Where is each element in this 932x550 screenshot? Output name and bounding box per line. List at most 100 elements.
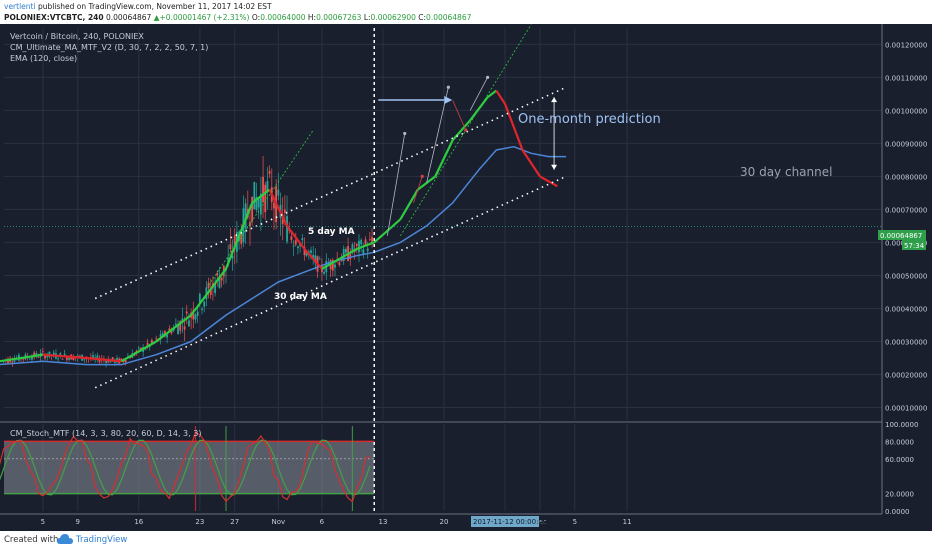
candle-body [201, 308, 203, 310]
candle-body [13, 359, 16, 362]
date-tag-box [471, 516, 539, 527]
stoch-d-line [0, 439, 371, 496]
candle-body [159, 334, 162, 340]
y-tick-label: 0.00090000 [885, 140, 927, 148]
price-change: +0.00001467 (+2.31%) [159, 13, 250, 22]
y-tick-label: 0.00020000 [885, 371, 927, 379]
candle-body [179, 321, 182, 331]
x-tick-label: 23 [195, 518, 204, 526]
candle-body [264, 184, 267, 213]
ma5-segment [155, 314, 192, 343]
countdown-tag-box [902, 240, 926, 250]
ma5-prediction-segment [521, 149, 541, 178]
ma5-segment [0, 353, 44, 363]
ma30-label: 30 day MA [274, 292, 327, 302]
candle-body [297, 246, 299, 249]
projection-arrow-tip [486, 75, 490, 79]
candle-body [137, 347, 140, 349]
candle-body [218, 278, 221, 288]
candle-body [233, 235, 236, 250]
candle-body [283, 209, 286, 213]
candle-body [368, 239, 371, 241]
candle-body [198, 293, 201, 303]
candle-body [251, 196, 254, 222]
candle-body [65, 356, 68, 360]
candle-body [155, 338, 158, 340]
ma5-prediction-segment [539, 175, 558, 188]
candle-body [338, 262, 341, 266]
stoch-tick-label: 80.0000 [885, 438, 914, 446]
candle-body [192, 310, 195, 320]
candle-body [83, 359, 86, 361]
author-link[interactable]: vertlenti [4, 2, 36, 11]
candle-body [61, 358, 64, 360]
candle-body [362, 249, 365, 255]
projection-arrow-tip [464, 128, 468, 132]
series-lines [0, 24, 567, 389]
x-tick-label: 27 [230, 518, 239, 526]
candle-body [314, 255, 317, 264]
countdown-tag: 57:34 [904, 242, 925, 250]
stoch-tick-label: 0.0000 [885, 508, 910, 516]
x-tick-label: 11 [623, 518, 632, 526]
y-tick-label: 0.00070000 [885, 206, 927, 214]
high-value: 0.00067263 [316, 13, 362, 22]
ma5-segment [251, 188, 271, 204]
candle-body [170, 330, 173, 334]
projection-arrow [452, 100, 467, 131]
y-tick-label: 0.00050000 [885, 272, 927, 280]
candle-body [342, 249, 345, 261]
candle-body [216, 273, 219, 276]
price-chart[interactable]: 0.00120000 0.00110000 0.00100000 0.00090000… [0, 24, 932, 531]
candle-body [111, 357, 114, 361]
candle-body [98, 359, 101, 363]
low-value: 0.00062900 [370, 13, 416, 22]
candle-body [203, 301, 206, 307]
close-label: C: [418, 13, 427, 22]
projection-arrow [413, 176, 423, 203]
ma5-segment [268, 189, 288, 227]
x-tick-label: 5 [573, 518, 577, 526]
y-tick-label: 0.00120000 [885, 41, 927, 49]
candle-body [11, 361, 14, 363]
candle-body [358, 240, 360, 253]
candle-body [273, 203, 275, 209]
stoch-tick-label: 60.0000 [885, 456, 914, 464]
y-tick-label: 0.00110000 [885, 74, 927, 82]
candle-body [31, 356, 33, 360]
candle-body [294, 240, 297, 245]
candle-body [266, 180, 269, 192]
stoch-tick-label: 100.0000 [885, 421, 918, 429]
footer: Created with TradingView [0, 531, 932, 550]
candle-body [120, 358, 123, 361]
candle-body [355, 243, 358, 246]
open-label: O: [251, 13, 261, 22]
candle-body [92, 355, 94, 359]
x-tick-label: 5 [41, 518, 45, 526]
created-with-text: Created with [4, 535, 59, 545]
ma5-segment [224, 202, 254, 270]
tradingview-brand[interactable]: TradingView [76, 535, 128, 545]
high-label: H: [307, 13, 317, 22]
candle-body [46, 355, 49, 358]
ma5-prediction-segment [495, 89, 506, 105]
tradingview-cloud-icon [57, 534, 73, 544]
ma5-segment [321, 257, 340, 270]
x-tick-label: 16 [134, 518, 143, 526]
candle-body [307, 251, 310, 253]
date-tag: 2017-11-12 00:00:00 [473, 518, 547, 526]
candle-body [96, 355, 99, 359]
candle-body [166, 334, 169, 338]
projection-arrow [386, 133, 406, 236]
candle-body [37, 357, 40, 358]
x-tick-label: 6 [320, 518, 325, 526]
candle-body [366, 248, 369, 252]
channel-upper [94, 86, 567, 300]
ma5-prediction-segment [399, 189, 419, 220]
channel-label: 30 day channel [740, 165, 832, 179]
ma5-segment [120, 340, 157, 363]
legend-indicator-ma: CM_Ultimate_MA_MTF_V2 (D, 30, 7, 2, 2, 5… [10, 43, 208, 52]
candle-body [28, 358, 31, 360]
candle-body [231, 255, 234, 259]
channel-arrow-head-up [551, 97, 558, 103]
